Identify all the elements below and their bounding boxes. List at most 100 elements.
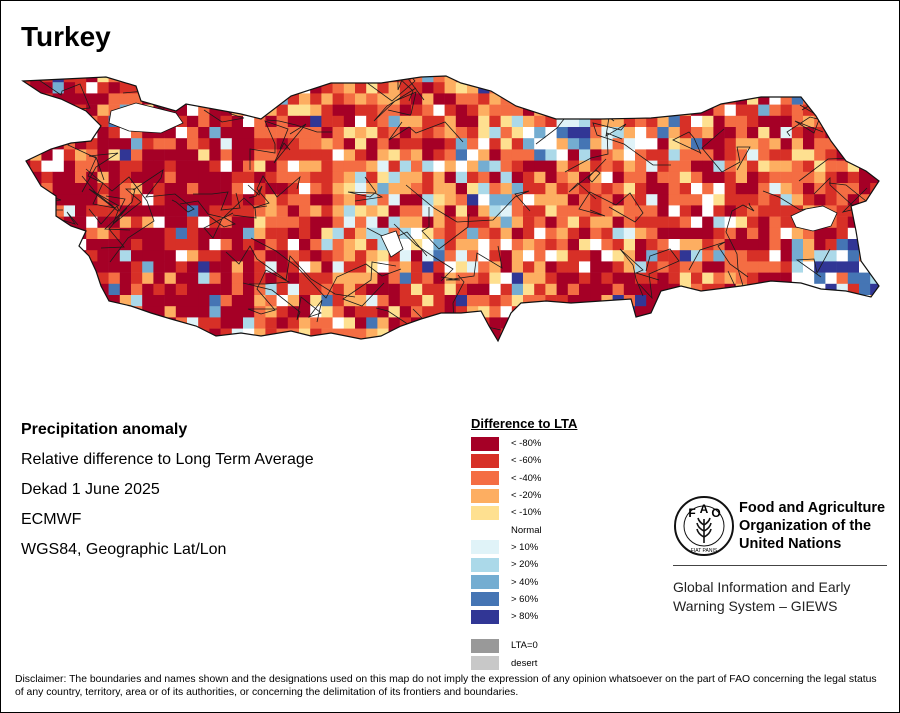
grid-cell [153, 93, 165, 105]
grid-cell [287, 261, 300, 273]
grid-cell [579, 82, 591, 94]
grid-cell [231, 250, 244, 262]
grid-cell [321, 306, 333, 318]
grid-cell [399, 306, 412, 318]
grid-cell [332, 183, 345, 195]
province-boundary [24, 318, 66, 341]
grid-cell [769, 127, 781, 139]
grid-cell [131, 272, 143, 285]
grid-cell [399, 149, 412, 161]
grid-cell [668, 149, 681, 161]
grid-cell [321, 205, 333, 217]
disclaimer: Disclaimer: The boundaries and names sho… [15, 674, 877, 698]
grid-cell [131, 138, 143, 150]
grid-cell [881, 205, 893, 217]
grid-cell [75, 138, 87, 150]
grid-cell [119, 149, 132, 161]
grid-cell [377, 295, 389, 307]
grid-cell [814, 328, 826, 341]
grid-cell [713, 115, 725, 128]
grid-cell [623, 216, 636, 229]
grid-cell [803, 76, 815, 83]
grid-cell [500, 283, 513, 296]
grid-cell [870, 138, 879, 150]
grid-cell [164, 261, 177, 273]
grid-cell [52, 317, 65, 329]
grid-cell [870, 93, 879, 105]
grid-cell [870, 328, 879, 341]
grid-cell [75, 283, 87, 296]
grid-cell [86, 104, 98, 117]
grid-cell [668, 272, 681, 285]
grid-cell [646, 183, 658, 195]
grid-cell [131, 160, 143, 173]
grid-cell [534, 160, 546, 173]
grid-cell [422, 93, 434, 105]
grid-cell [422, 160, 434, 173]
grid-cell [635, 104, 647, 117]
grid-cell [399, 104, 412, 117]
grid-cell [724, 149, 737, 161]
grid-cell [567, 328, 580, 341]
province-boundary [619, 248, 660, 297]
grid-cell [612, 183, 625, 195]
province-boundary [247, 184, 263, 199]
grid-cell [612, 160, 625, 173]
grid-cell [523, 328, 535, 341]
grid-cell [702, 216, 714, 229]
grid-cell [343, 183, 356, 195]
grid-cell [455, 317, 468, 329]
grid-cell [355, 160, 367, 173]
grid-cell [679, 171, 692, 184]
grid-cell [881, 183, 893, 195]
grid-cell [366, 76, 378, 83]
grid-cell [780, 250, 793, 262]
grid-cell [332, 339, 345, 341]
grid-cell [153, 239, 165, 251]
grid-cell [511, 183, 524, 195]
grid-cell [164, 227, 177, 240]
grid-cell [747, 261, 759, 273]
grid-cell [254, 82, 266, 94]
grid-cell [859, 272, 871, 285]
grid-cell [545, 239, 557, 251]
grid-cell [377, 339, 389, 341]
grid-cell [791, 250, 804, 262]
grid-cell [377, 239, 389, 251]
grid-cell [411, 339, 423, 341]
grid-cell [97, 216, 109, 229]
province-boundary [266, 119, 332, 133]
grid-cell [758, 317, 770, 329]
grid-cell [30, 115, 42, 128]
province-boundary [592, 110, 671, 166]
grid-cell [511, 82, 524, 94]
grid-cell [467, 227, 479, 240]
grid-cell [579, 250, 591, 262]
grid-cell [803, 82, 815, 94]
grid-cell [444, 317, 457, 329]
grid-cell [511, 227, 524, 240]
grid-cell [276, 239, 289, 251]
grid-cell [489, 183, 501, 195]
grid-cell [265, 160, 277, 173]
grid-cell [590, 115, 602, 128]
grid-cell [601, 115, 613, 128]
grid-cell [612, 283, 625, 296]
grid-cell [343, 149, 356, 161]
grid-cell [657, 295, 669, 307]
grid-cell [142, 138, 154, 150]
grid-cell [355, 250, 367, 262]
legend-item: < -60% [471, 452, 621, 469]
grid-cell [870, 283, 879, 296]
grid-cell [321, 149, 333, 161]
grid-cell [63, 227, 76, 240]
grid-cell [153, 317, 165, 329]
grid-cell [153, 339, 165, 341]
grid-cell [377, 306, 389, 318]
legend-item: desert [471, 655, 621, 672]
legend-label: < -40% [511, 472, 542, 484]
grid-cell [870, 127, 879, 139]
grid-cell [231, 283, 244, 296]
grid-cell [646, 93, 658, 105]
map-period: Dekad 1 June 2025 [21, 481, 160, 498]
